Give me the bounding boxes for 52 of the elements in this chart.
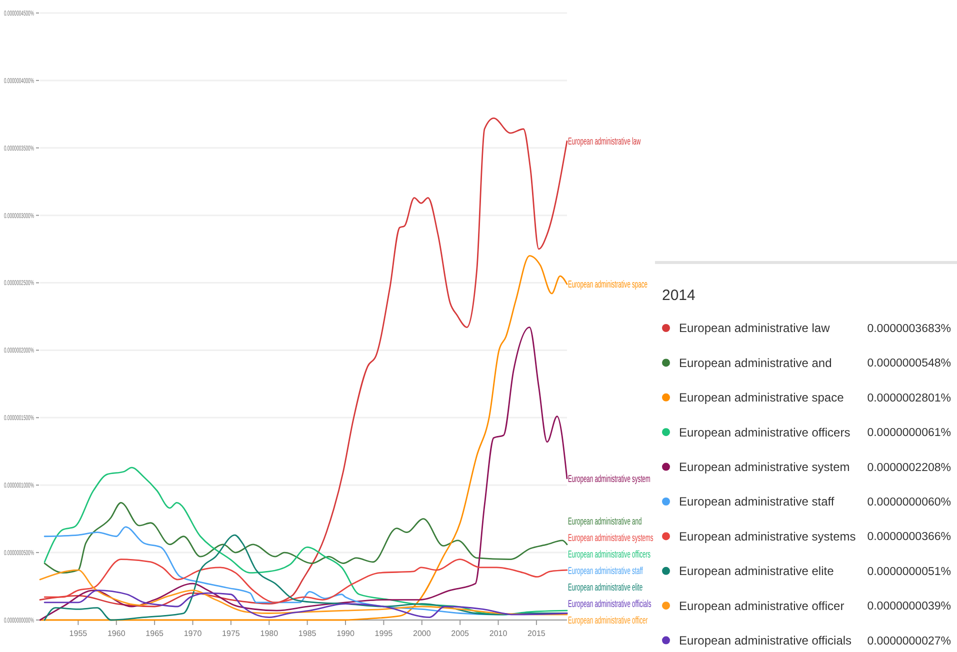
line-series	[44, 466, 568, 616]
x-tick-label: 1980	[260, 629, 279, 638]
legend-label: European administrative law	[679, 321, 830, 336]
x-tick-label: 2005	[451, 629, 470, 638]
legend-label: European administrative officers	[679, 425, 850, 440]
legend-label: European administrative space	[679, 390, 844, 405]
legend-label: European administrative staff	[679, 494, 835, 509]
x-tick-label: 1970	[184, 629, 202, 638]
text: European administrative system	[568, 473, 650, 484]
line-series	[39, 569, 568, 616]
text: 0.0000000548%	[867, 358, 951, 370]
x-tick-label: 2000	[412, 629, 432, 638]
text: European administrative and	[568, 516, 642, 527]
x-tick-label: 2010	[489, 629, 508, 638]
text: 0.0000000060%	[867, 496, 951, 509]
line-series	[39, 255, 568, 621]
legend-label: European administrative officer	[679, 598, 844, 613]
legend-label: European administrative system	[679, 460, 850, 474]
x-tick-label: 1965	[146, 629, 164, 638]
legend-label: European administrative and	[679, 356, 832, 370]
text: European administrative officers	[568, 548, 651, 560]
text: European administrative systems	[568, 532, 654, 544]
x-tick-label: 1985	[298, 629, 317, 638]
line-series	[44, 502, 568, 574]
text: 0.0000000061%	[867, 427, 951, 440]
text: European administrative officials	[568, 598, 652, 610]
text: 0.0000002208%	[867, 462, 951, 474]
text: 0.0000000039%	[867, 600, 951, 613]
x-tick-label: 1955	[69, 629, 88, 638]
line-series	[44, 590, 568, 618]
legend-label: European administrative elite	[679, 564, 834, 578]
text: European administrative officer	[568, 614, 648, 626]
text: 0.0000003683%	[867, 323, 951, 336]
text: 0.0000000027%	[867, 635, 951, 648]
text: European administrative staff	[568, 565, 643, 576]
x-tick-label: 1960	[107, 629, 126, 638]
x-tick-label: 1975	[222, 629, 240, 638]
text: European administrative space	[568, 279, 648, 290]
text: European administrative law	[568, 136, 641, 148]
x-tick-label: 1990	[336, 629, 355, 638]
legend-label: European administrative systems	[679, 529, 856, 544]
text: European administrative elite	[568, 582, 643, 593]
line-series	[39, 118, 568, 608]
text: 0.0000002801%	[867, 392, 951, 404]
legend-title: 2014	[662, 287, 696, 304]
text: 0.0000000366%	[867, 531, 951, 544]
x-tick-label: 1995	[374, 629, 394, 638]
legend-label: European administrative officials	[679, 634, 852, 648]
line-series	[44, 558, 568, 604]
text: 0.0000000051%	[867, 566, 951, 578]
line-series	[39, 326, 568, 621]
x-tick-label: 2015	[528, 629, 546, 638]
